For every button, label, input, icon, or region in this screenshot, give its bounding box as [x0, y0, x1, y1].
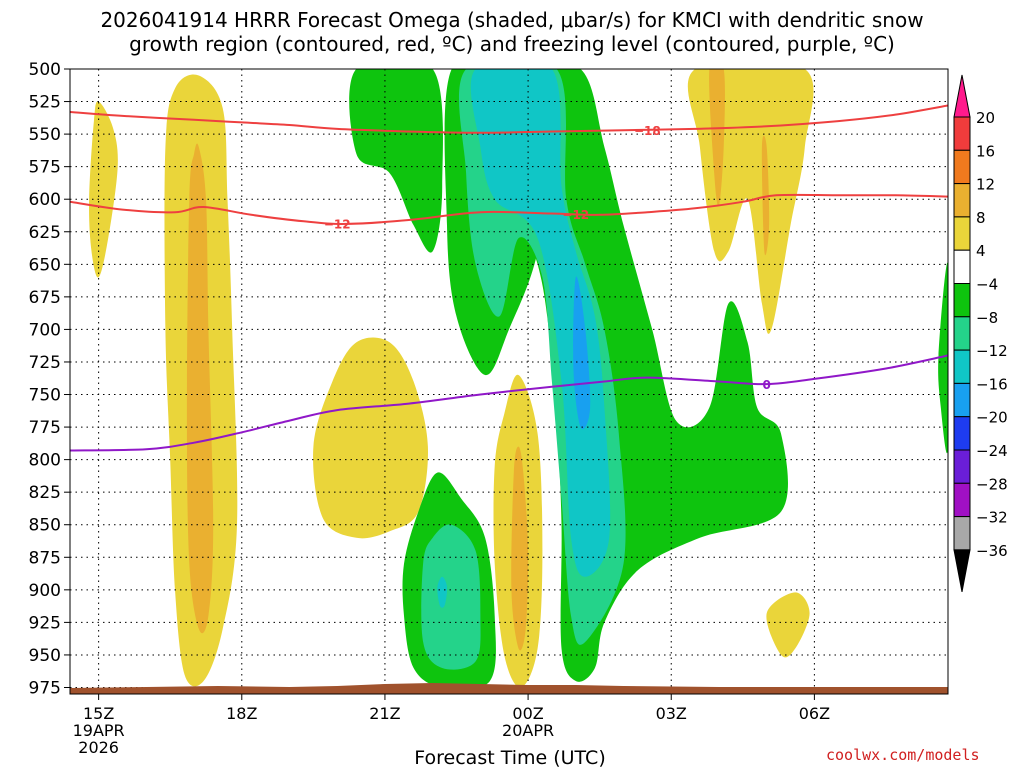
colorbar-swatch-7 [953, 316, 971, 351]
y-tick-label-800: 800 [29, 451, 61, 471]
y-tick-label-825: 825 [29, 483, 61, 503]
colorbar-label-12: −32 [976, 509, 1008, 527]
x-tick-label-15Z: 15Z [83, 704, 114, 723]
omega-region-yellow-05z-low [766, 592, 810, 658]
colorbar-swatch-3 [953, 183, 971, 218]
terrain-strip [70, 683, 948, 694]
contour-lines: −18 −12 −12 0 [70, 104, 948, 452]
colorbar-label-2: 12 [976, 176, 995, 194]
colorbar-swatch-6 [953, 283, 971, 318]
x-tick-date-00Z: 20APR [502, 721, 554, 740]
omega-region-orange-03z [709, 69, 725, 207]
y-tick-label-625: 625 [29, 223, 61, 243]
dgz-label-1: −12 [562, 208, 589, 222]
colorbar-swatch-10 [953, 416, 971, 451]
plot-frame [69, 68, 949, 695]
omega-shading [89, 69, 948, 690]
y-tick-label-525: 525 [29, 93, 61, 113]
colorbar: 20 16 12 8 4 −4 −8 −12 −16 −20 −24 −28 −32 −36 [953, 74, 1008, 592]
colorbar-label-4: 4 [976, 242, 986, 260]
omega-region-yellow-21z [313, 337, 429, 539]
dgz-contour-0 [70, 104, 948, 134]
omega-region-green-21z-top [349, 69, 443, 253]
omega-region-green-right [938, 262, 948, 454]
y-tick-label-500: 500 [29, 60, 61, 80]
y-tick-label-875: 875 [29, 548, 61, 568]
freezing-level-label: 0 [762, 378, 770, 392]
colorbar-label-9: −20 [976, 409, 1008, 427]
colorbar-swatch-5 [953, 249, 971, 284]
y-tick-label-725: 725 [29, 353, 61, 373]
y-tick-label-675: 675 [29, 288, 61, 308]
x-axis-label: Forecast Time (UTC) [414, 747, 605, 768]
colorbar-swatch-13 [953, 516, 971, 551]
x-tick-label-21Z: 21Z [369, 704, 400, 723]
colorbar-label-5: −4 [976, 276, 998, 294]
colorbar-swatch-8 [953, 349, 971, 384]
colorbar-label-13: −36 [976, 542, 1008, 560]
colorbar-label-6: −8 [976, 309, 998, 327]
colorbar-swatch-2 [953, 149, 971, 185]
terrain-fill [70, 683, 948, 694]
freezing-level-contour [70, 354, 948, 452]
x-tick-date-15Z: 19APR [73, 721, 125, 740]
y-tick-label-575: 575 [29, 158, 61, 178]
omega-region-cyan-main [470, 69, 611, 577]
y-tick-label-900: 900 [29, 581, 61, 601]
chart-title-line-1: 2026041914 HRRR Forecast Omega (shaded, … [100, 8, 924, 32]
omega-region-yellow-03z [687, 69, 814, 334]
y-tick-label-975: 975 [29, 678, 61, 698]
chart-title-line-2: growth region (contoured, red, ºC) and f… [129, 32, 895, 56]
credit-link[interactable]: coolwx.com/models [826, 746, 980, 764]
omega-region-teal-2230 [421, 524, 481, 670]
colorbar-label-0: 20 [976, 109, 995, 127]
colorbar-swatch-9 [953, 382, 971, 418]
x-tick-label-00Z: 00Z [512, 704, 543, 723]
omega-region-cyan-2230 [437, 576, 448, 608]
y-tick-label-950: 950 [29, 646, 61, 666]
dgz-label-0: −18 [634, 124, 661, 138]
colorbar-label-8: −16 [976, 375, 1008, 393]
y-tick-label-775: 775 [29, 418, 61, 438]
y-tick-label-650: 650 [29, 255, 61, 275]
omega-region-orange-2330 [511, 446, 529, 651]
dgz-label-extra: −12 [324, 217, 351, 231]
colorbar-swatch-1 [953, 116, 971, 151]
y-tick-label-925: 925 [29, 613, 61, 633]
y-tick-label-850: 850 [29, 516, 61, 536]
colorbar-label-10: −24 [976, 442, 1008, 460]
y-tick-label-550: 550 [29, 125, 61, 145]
y-tick-label-700: 700 [29, 320, 61, 340]
omega-region-yellow-15z [89, 101, 118, 278]
colorbar-top-arrow [953, 74, 971, 118]
dgz-contour-1 [70, 193, 948, 225]
colorbar-label-7: −12 [976, 342, 1008, 360]
colorbar-swatch-11 [953, 449, 971, 484]
x-tick-label-18Z: 18Z [226, 704, 257, 723]
colorbar-bottom-arrow [953, 549, 971, 592]
y-axis: 500 525 550 575 600 625 650 675 700 725 750 775 800 8… [29, 60, 70, 698]
omega-region-orange-05z [761, 135, 770, 256]
y-tick-label-750: 750 [29, 386, 61, 406]
x-tick-label-03Z: 03Z [656, 704, 687, 723]
colorbar-label-3: 8 [976, 209, 986, 227]
x-tick-year-15Z: 2026 [78, 738, 119, 757]
x-tick-label-06Z: 06Z [799, 704, 830, 723]
y-tick-label-600: 600 [29, 190, 61, 210]
colorbar-label-11: −28 [976, 475, 1008, 493]
omega-region-orange-17z [186, 143, 214, 634]
colorbar-swatch-4 [953, 216, 971, 251]
colorbar-label-1: 16 [976, 142, 995, 160]
colorbar-swatch-12 [953, 482, 971, 518]
omega-region-blue-main [573, 276, 591, 430]
